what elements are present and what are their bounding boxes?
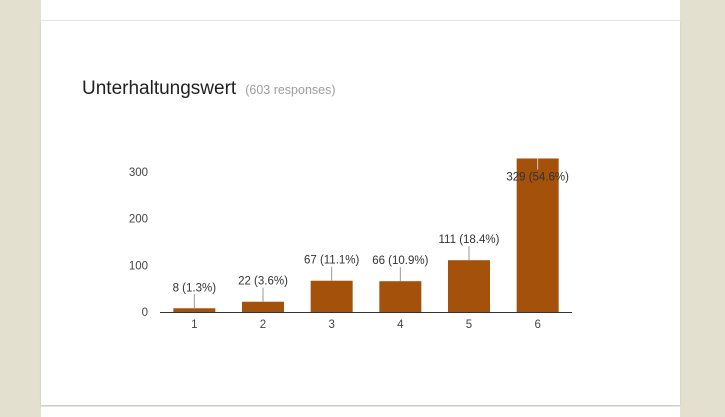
question-title: Unterhaltungswert bbox=[82, 78, 237, 99]
data-label: 329 (54.6%) bbox=[506, 171, 569, 183]
question-card bbox=[41, 21, 680, 405]
x-tick-label: 5 bbox=[466, 319, 472, 331]
x-tick-label: 1 bbox=[191, 319, 197, 331]
x-tick-label: 4 bbox=[397, 319, 404, 331]
y-tick-label: 100 bbox=[129, 260, 148, 272]
data-label: 111 (18.4%) bbox=[439, 234, 500, 246]
question-header: Unterhaltungswert (603 responses) bbox=[82, 78, 336, 100]
bar bbox=[242, 301, 284, 312]
x-tick-label: 3 bbox=[328, 319, 334, 331]
response-count: (603 responses) bbox=[245, 83, 336, 97]
previous-card bbox=[41, 0, 680, 21]
data-label: 8 (1.3%) bbox=[173, 282, 217, 294]
bar bbox=[379, 281, 422, 312]
bar bbox=[310, 280, 353, 312]
y-tick-label: 300 bbox=[129, 167, 148, 179]
y-tick-label: 0 bbox=[142, 307, 148, 319]
bar bbox=[173, 308, 216, 312]
data-label: 67 (11.1%) bbox=[304, 255, 360, 267]
data-label: 66 (10.9%) bbox=[372, 255, 428, 267]
bar bbox=[516, 158, 559, 312]
x-tick-label: 2 bbox=[260, 319, 266, 331]
x-tick-label: 6 bbox=[534, 319, 540, 331]
data-label: 22 (3.6%) bbox=[238, 276, 288, 288]
bar bbox=[448, 260, 490, 312]
y-tick-label: 200 bbox=[129, 214, 148, 226]
